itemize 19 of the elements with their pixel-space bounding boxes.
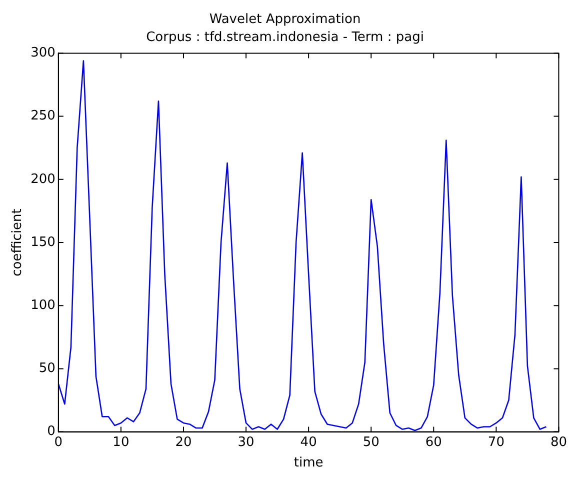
y-tick-label: 250 xyxy=(30,108,56,124)
y-tick-label: 200 xyxy=(30,172,56,187)
x-tick-label: 40 xyxy=(300,434,317,450)
x-tick-label: 70 xyxy=(488,434,504,450)
y-tick-label: 100 xyxy=(30,298,56,313)
chart-subtitle: Corpus : tfd.stream.indonesia - Term : pagi xyxy=(146,30,424,45)
y-tick-label: 50 xyxy=(38,361,56,376)
x-tick-label: 50 xyxy=(362,434,380,450)
x-tick-label: 10 xyxy=(112,434,130,450)
x-tick-label: 80 xyxy=(550,434,567,450)
y-tick-label: 0 xyxy=(47,424,56,440)
y-axis-title: coefficient xyxy=(10,208,26,276)
x-tick-label: 20 xyxy=(175,434,192,450)
x-tick-label: 60 xyxy=(425,434,442,450)
x-axis-title: time xyxy=(294,456,324,471)
y-tick-label: 150 xyxy=(30,234,56,250)
chart-title: Wavelet Approximation xyxy=(209,12,361,28)
y-tick-label: 300 xyxy=(30,46,56,61)
x-tick-label: 30 xyxy=(238,434,254,450)
